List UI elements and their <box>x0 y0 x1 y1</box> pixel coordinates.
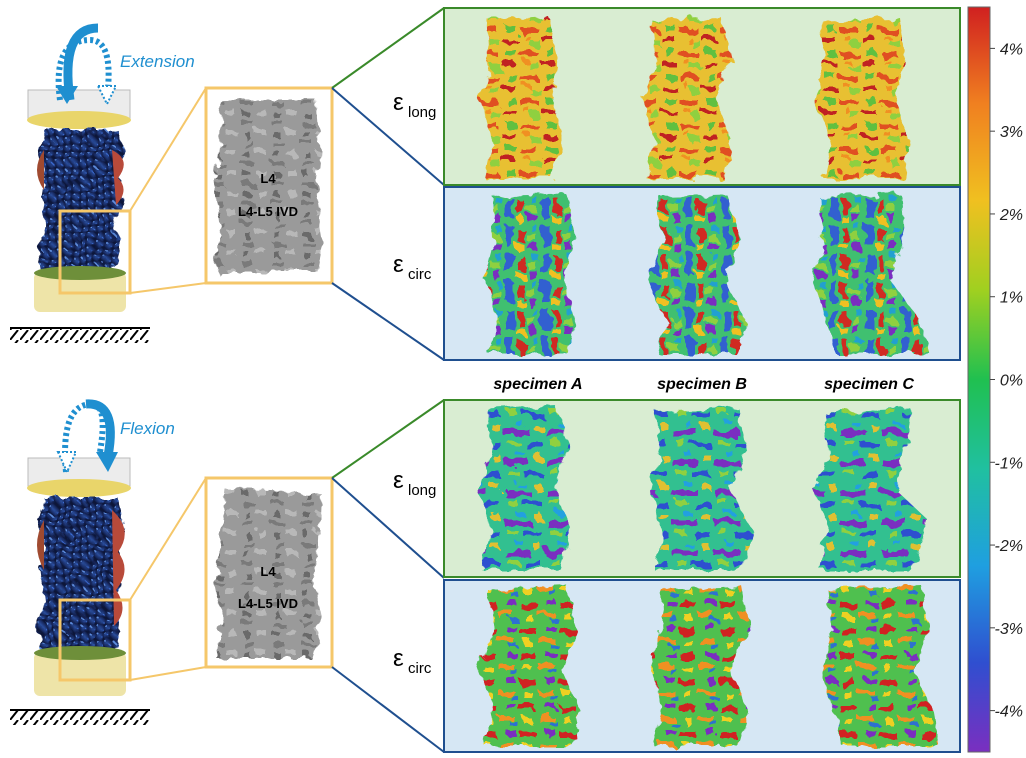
svg-text:long: long <box>408 104 436 121</box>
flexion-zoom-line-top <box>129 477 207 601</box>
extension-photo-disc: L4-L5 IVD <box>238 204 298 219</box>
colorbar <box>967 6 991 753</box>
extension-long-panel <box>443 7 961 186</box>
flexion-connector-mid <box>331 477 445 579</box>
flexion-rotation-arrow-icon <box>56 399 118 475</box>
flexion-photo-disc: L4-L5 IVD <box>238 596 298 611</box>
colorbar-tick-label: 2% <box>999 207 1023 224</box>
colorbar-tick-label: -2% <box>995 538 1023 555</box>
colorbar-tick-label: -3% <box>995 621 1023 638</box>
colorbar-tick-label: 4% <box>1000 41 1023 58</box>
flexion-label: Flexion <box>120 419 175 438</box>
flexion-long-panel <box>443 399 961 578</box>
flexion-zoom-line-bottom <box>129 666 207 681</box>
svg-text:ε: ε <box>393 251 404 278</box>
flexion-photo-level: L4 <box>260 564 276 579</box>
flexion-zoom-box <box>58 598 132 682</box>
svg-text:ε: ε <box>393 467 404 494</box>
extension-rotation-arrow-icon <box>55 23 118 107</box>
extension-circ-label: ε circ <box>393 251 432 283</box>
flexion-circ-label: ε circ <box>393 645 432 677</box>
extension-photo-level: L4 <box>260 171 276 186</box>
extension-zoom-line-bottom <box>129 282 207 294</box>
svg-text:circ: circ <box>408 660 432 677</box>
colorbar-tick-label: 0% <box>1000 373 1023 390</box>
flexion-specimen-photo <box>10 457 150 725</box>
specimen-a-label: specimen A <box>493 376 582 393</box>
extension-connector-long <box>331 7 445 89</box>
flexion-connector-circ <box>331 666 445 753</box>
svg-text:circ: circ <box>408 266 432 283</box>
extension-connector-circ <box>331 282 445 361</box>
extension-label: Extension <box>120 52 195 71</box>
flexion-zoom-photo: L4 L4-L5 IVD <box>204 476 334 669</box>
colorbar-tick-label: 3% <box>1000 124 1023 141</box>
extension-zoom-line-top <box>129 87 207 212</box>
specimen-c-label: specimen C <box>824 376 914 393</box>
svg-text:ε: ε <box>393 645 404 672</box>
flexion-connector-long <box>331 399 445 479</box>
svg-text:ε: ε <box>393 89 404 116</box>
extension-circ-panel <box>443 186 961 361</box>
extension-connector-mid <box>331 87 445 186</box>
extension-long-label: ε long <box>393 89 436 121</box>
extension-zoom-box <box>58 209 132 295</box>
colorbar-tick-label: -1% <box>995 455 1023 472</box>
colorbar-tick-label: -4% <box>995 704 1023 721</box>
flexion-circ-panel <box>443 579 961 753</box>
colorbar-ticks: 4% 3% 2% 1% 0% -1% -2% -3% -4% <box>990 41 1023 721</box>
extension-zoom-photo: L4 L4-L5 IVD <box>204 86 334 285</box>
colorbar-tick-label: 1% <box>1000 290 1023 307</box>
specimen-b-label: specimen B <box>657 376 747 393</box>
svg-text:long: long <box>408 482 436 499</box>
extension-specimen-photo <box>10 89 150 343</box>
flexion-long-label: ε long <box>393 467 436 499</box>
